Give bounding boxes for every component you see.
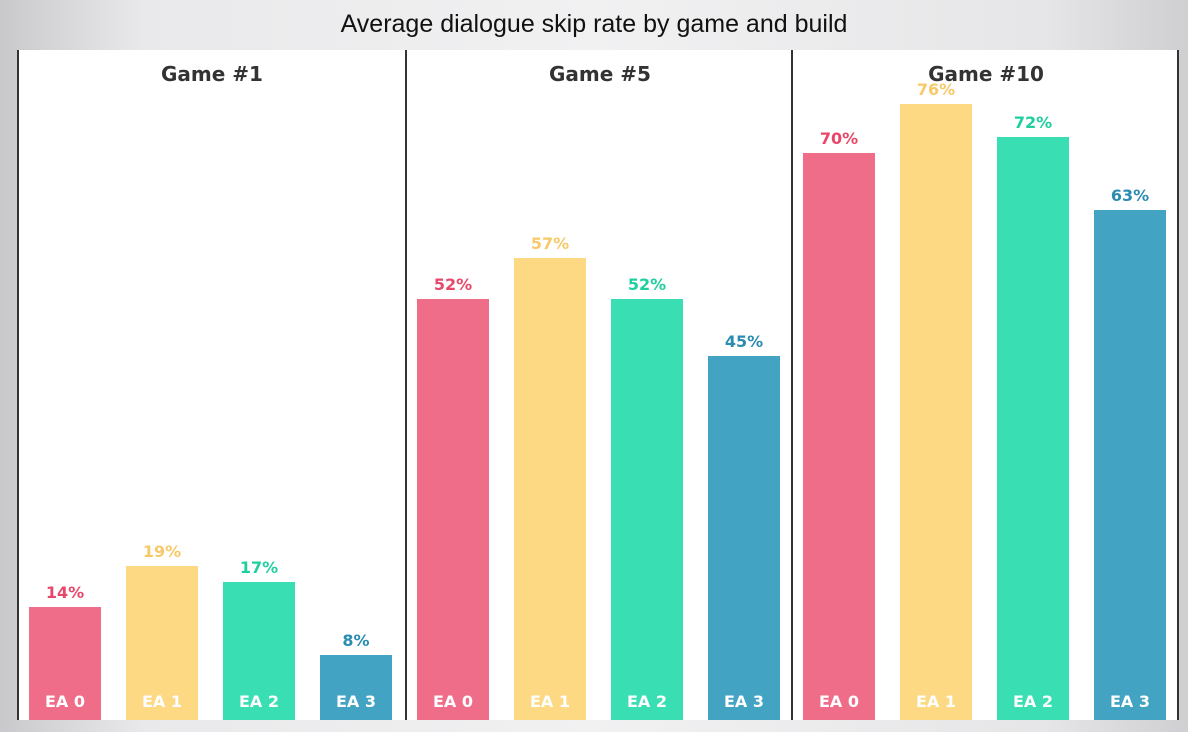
data-label: 17%: [239, 558, 279, 578]
category-label: EA 3: [1109, 692, 1150, 711]
bar-ea-3: [708, 355, 780, 720]
bar-ea-2: [223, 582, 295, 720]
data-label: 19%: [142, 542, 182, 562]
panel-title: Game #10: [928, 62, 1044, 86]
bar-ea-0: [29, 606, 101, 720]
data-label: 8%: [342, 631, 370, 651]
chart-title: Average dialogue skip rate by game and b…: [340, 10, 848, 38]
panel-game-3: Game #10 70% EA 0 76% EA 1 72% EA 2 63% EA 3: [791, 50, 1179, 720]
data-label: 45%: [724, 331, 764, 351]
bar-ea-0: [417, 298, 489, 720]
data-label: 14%: [45, 582, 85, 602]
category-label: EA 1: [915, 692, 956, 711]
data-label: 52%: [627, 274, 667, 294]
bar-ea-1: [126, 566, 198, 720]
panel-game-1: Game #1 14% EA 0 19% EA 1 17% EA 2 8% EA 3: [19, 50, 405, 720]
panel-title: Game #5: [549, 62, 651, 86]
data-label: 70%: [819, 129, 859, 148]
category-label: EA 2: [238, 692, 279, 711]
chart-area: Game #1 14% EA 0 19% EA 1 17% EA 2 8% EA 3 Game #…: [17, 50, 1179, 720]
bar-ea-3: [1094, 209, 1166, 720]
category-label: EA 2: [1012, 692, 1053, 711]
bar-ea-2: [611, 298, 683, 720]
bar-ea-2: [997, 136, 1069, 720]
category-label: EA 3: [335, 692, 376, 711]
bar-ea-0: [803, 153, 875, 720]
data-label: 52%: [433, 274, 473, 294]
data-label: 57%: [530, 234, 570, 254]
panel-title: Game #1: [161, 62, 263, 86]
data-label: 72%: [1013, 112, 1053, 132]
data-label: 76%: [916, 80, 956, 100]
category-label: EA 0: [818, 692, 859, 711]
data-label: 63%: [1110, 185, 1150, 205]
bar-ea-1: [514, 258, 586, 720]
category-label: EA 0: [44, 692, 85, 711]
category-label: EA 2: [626, 692, 667, 711]
bar-ea-3: [320, 655, 392, 720]
category-label: EA 1: [141, 692, 182, 711]
category-label: EA 1: [529, 692, 570, 711]
category-label: EA 3: [723, 692, 764, 711]
category-label: EA 0: [432, 692, 473, 711]
panel-game-2: Game #5 52% EA 0 57% EA 1 52% EA 2 45% EA 3: [405, 50, 793, 720]
bar-ea-1: [900, 104, 972, 720]
